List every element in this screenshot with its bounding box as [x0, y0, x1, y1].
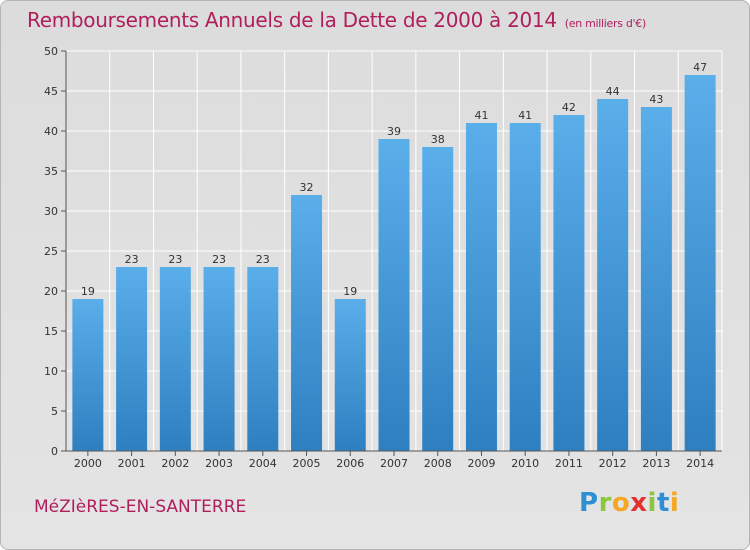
bar-value-label: 44: [606, 85, 620, 98]
y-tick-label: 0: [51, 445, 58, 458]
bar-value-label: 23: [168, 253, 182, 266]
y-tick-label: 45: [44, 85, 58, 98]
chart-title: Remboursements Annuels de la Dette de 20…: [27, 8, 646, 32]
town-name: MéZIèRES-EN-SANTERRE: [34, 497, 247, 517]
chart-title-text: Remboursements Annuels de la Dette de 20…: [27, 8, 557, 32]
x-tick-label: 2004: [249, 457, 277, 470]
x-tick-label: 2011: [555, 457, 583, 470]
y-tick-label: 50: [44, 45, 58, 58]
bar: [334, 299, 366, 451]
x-tick-label: 2002: [161, 457, 189, 470]
logo-letter: r: [598, 488, 612, 518]
bar-value-label: 32: [300, 181, 314, 194]
x-tick-label: 2003: [205, 457, 233, 470]
bar: [291, 195, 323, 451]
y-tick-label: 10: [44, 365, 58, 378]
bar: [247, 267, 279, 451]
bar: [465, 123, 497, 451]
bar-value-label: 47: [693, 61, 707, 74]
labels: 0 5 10 15 20 25 30 35 40 45 50 19 2000 23 2001 23 2002 23…: [44, 45, 714, 470]
y-tick-label: 35: [44, 165, 58, 178]
x-tick-label: 2013: [642, 457, 670, 470]
y-tick-label: 30: [44, 205, 58, 218]
y-tick-label: 5: [51, 405, 58, 418]
y-tick-label: 15: [44, 325, 58, 338]
x-tick-label: 2008: [424, 457, 452, 470]
x-tick-label: 2009: [467, 457, 495, 470]
axes: [61, 50, 722, 456]
bar: [116, 267, 148, 451]
logo-letter: i: [647, 488, 657, 518]
bar-value-label: 19: [81, 285, 95, 298]
x-tick-label: 2007: [380, 457, 408, 470]
bar: [378, 139, 410, 451]
x-tick-label: 2012: [599, 457, 627, 470]
x-tick-label: 2000: [74, 457, 102, 470]
bar-value-label: 43: [649, 93, 663, 106]
bar-value-label: 23: [256, 253, 270, 266]
logo-letter: t: [656, 488, 670, 518]
y-tick-label: 25: [44, 245, 58, 258]
y-tick-label: 20: [44, 285, 58, 298]
bar-value-label: 23: [212, 253, 226, 266]
logo-letter: i: [669, 488, 680, 518]
bar: [159, 267, 191, 451]
bar-value-label: 23: [125, 253, 139, 266]
bar-value-label: 39: [387, 125, 401, 138]
bar-value-label: 38: [431, 133, 445, 146]
bar: [640, 107, 672, 451]
bar: [553, 115, 585, 451]
x-tick-label: 2001: [118, 457, 146, 470]
x-tick-label: 2005: [293, 457, 321, 470]
logo-letter: o: [611, 488, 631, 518]
logo-letter: x: [630, 488, 648, 518]
bar: [203, 267, 235, 451]
bar: [422, 147, 454, 451]
bars: [72, 75, 716, 451]
logo-letter: P: [579, 488, 599, 518]
bar: [684, 75, 716, 451]
bar-value-label: 19: [343, 285, 357, 298]
bar: [72, 299, 104, 451]
bar: [597, 99, 629, 451]
proxiti-logo[interactable]: Proxiti: [579, 488, 679, 518]
bar-value-label: 42: [562, 101, 576, 114]
y-tick-label: 40: [44, 125, 58, 138]
x-tick-label: 2010: [511, 457, 539, 470]
bar: [509, 123, 541, 451]
x-tick-label: 2006: [336, 457, 364, 470]
bar-value-label: 41: [518, 109, 532, 122]
bar-value-label: 41: [474, 109, 488, 122]
x-tick-label: 2014: [686, 457, 714, 470]
chart-unit: (en milliers d'€): [564, 17, 646, 30]
